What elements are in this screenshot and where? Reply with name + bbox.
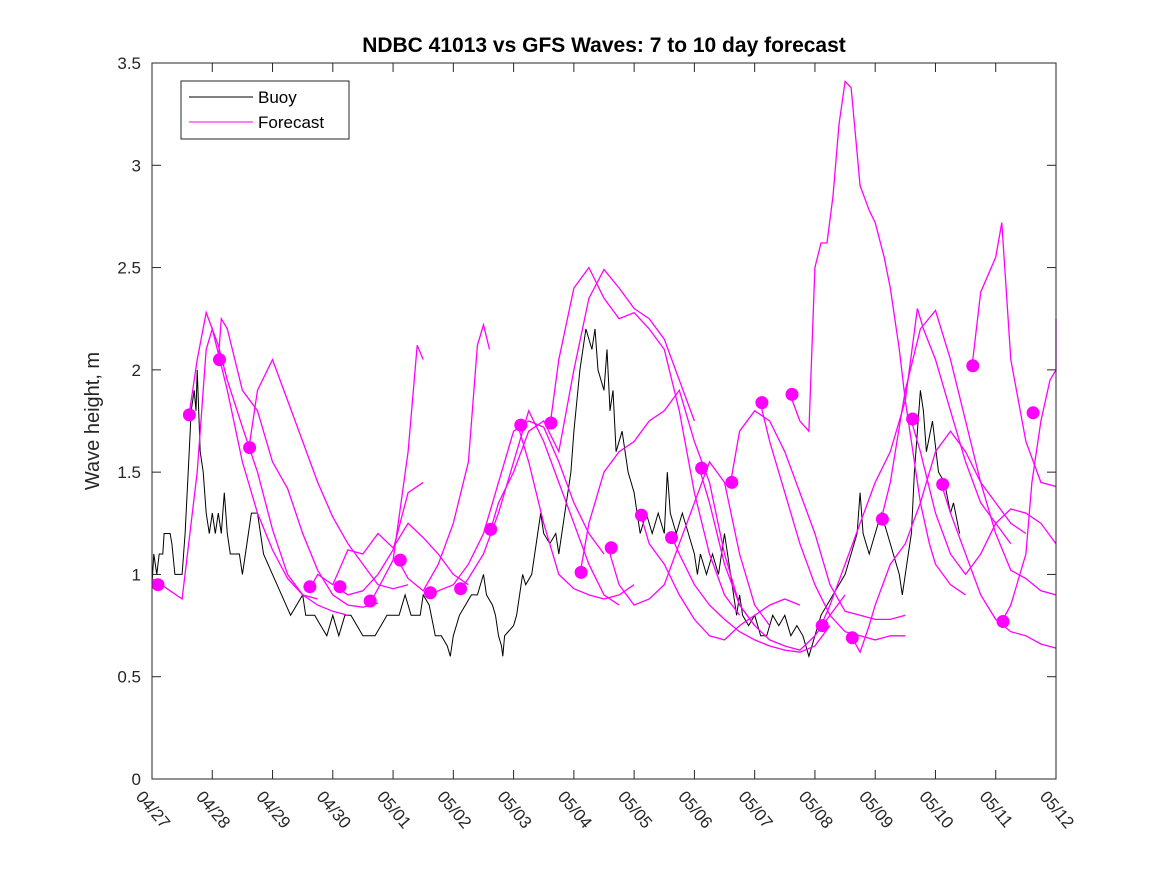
legend-forecast-label: Forecast (258, 113, 324, 132)
forecast-marker-17 (695, 461, 709, 475)
forecast-marker-25 (936, 477, 950, 491)
forecast-marker-3 (243, 441, 257, 455)
forecast-marker-11 (514, 418, 528, 432)
forecast-marker-7 (393, 553, 407, 567)
buoy-series-layer (151, 328, 961, 659)
y-tick-label-7: 3.5 (117, 54, 141, 73)
axes-background (152, 63, 1056, 779)
forecast-line-3 (247, 357, 409, 590)
y-tick-label-4: 2 (132, 361, 141, 380)
y-tick-label-5: 2.5 (117, 259, 141, 278)
y-axis-label: Wave height, m (82, 352, 104, 490)
forecast-marker-16 (665, 531, 678, 545)
forecast-marker-26 (966, 359, 980, 373)
forecast-marker-8 (423, 586, 437, 600)
forecast-line-1 (187, 310, 349, 616)
forecast-marker-20 (785, 387, 799, 401)
forecast-series-layer (151, 80, 1057, 654)
forecast-marker-4 (303, 580, 317, 594)
forecast-line-18 (729, 409, 906, 621)
y-tick-label-1: 0.5 (117, 668, 141, 687)
forecast-line-10 (488, 268, 696, 534)
forecast-line-27 (1001, 318, 1057, 622)
forecast-line-20 (790, 80, 966, 596)
forecast-marker-13 (574, 565, 588, 579)
forecast-line-5 (338, 481, 424, 596)
forecast-line-25 (940, 484, 1057, 649)
forecast-marker-9 (454, 582, 468, 596)
forecast-line-22 (850, 430, 1027, 654)
y-tick-label-6: 3 (132, 156, 141, 175)
forecast-line-6 (368, 345, 424, 606)
forecast-marker-22 (845, 631, 859, 645)
forecast-marker-12 (544, 416, 558, 430)
forecast-line-15 (639, 512, 801, 641)
forecast-marker-28 (1026, 406, 1040, 420)
forecast-line-0 (151, 326, 318, 601)
forecast-line-7 (398, 322, 491, 592)
forecast-marker-0 (151, 578, 165, 592)
forecast-marker-19 (755, 396, 769, 410)
buoy-line (151, 328, 961, 659)
forecast-marker-14 (604, 541, 618, 555)
forecast-marker-24 (906, 412, 920, 426)
forecast-line-24 (910, 420, 1057, 576)
forecast-marker-5 (333, 580, 347, 594)
forecast-line-14 (609, 460, 771, 626)
legend-box (180, 80, 350, 140)
legend-buoy-label: Buoy (258, 88, 297, 107)
y-tick-label-0: 0 (132, 770, 141, 789)
forecast-marker-15 (634, 508, 648, 522)
forecast-marker-2 (213, 353, 226, 367)
forecast-marker-21 (815, 619, 829, 633)
forecast-line-13 (579, 388, 756, 626)
forecast-line-16 (669, 533, 831, 653)
forecast-line-23 (880, 309, 1057, 596)
forecast-marker-layer (151, 353, 1040, 645)
forecast-line-19 (760, 404, 906, 641)
forecast-line-8 (428, 420, 605, 596)
forecast-line-11 (518, 431, 635, 600)
forecast-line-21 (820, 308, 1012, 626)
forecast-marker-10 (484, 522, 498, 536)
y-tick-label-2: 1 (132, 565, 141, 584)
forecast-line-26 (970, 222, 1057, 488)
axes-box (151, 62, 1057, 780)
forecast-marker-6 (363, 594, 377, 608)
chart-title: NDBC 41013 vs GFS Waves: 7 to 10 day for… (362, 34, 846, 57)
forecast-marker-18 (725, 475, 739, 489)
forecast-marker-1 (182, 408, 196, 422)
y-tick-label-3: 1.5 (117, 463, 141, 482)
forecast-line-2 (217, 316, 379, 608)
forecast-marker-27 (996, 615, 1010, 628)
forecast-marker-23 (875, 512, 889, 526)
legend: Buoy Forecast (180, 80, 350, 140)
forecast-line-12 (549, 266, 741, 616)
